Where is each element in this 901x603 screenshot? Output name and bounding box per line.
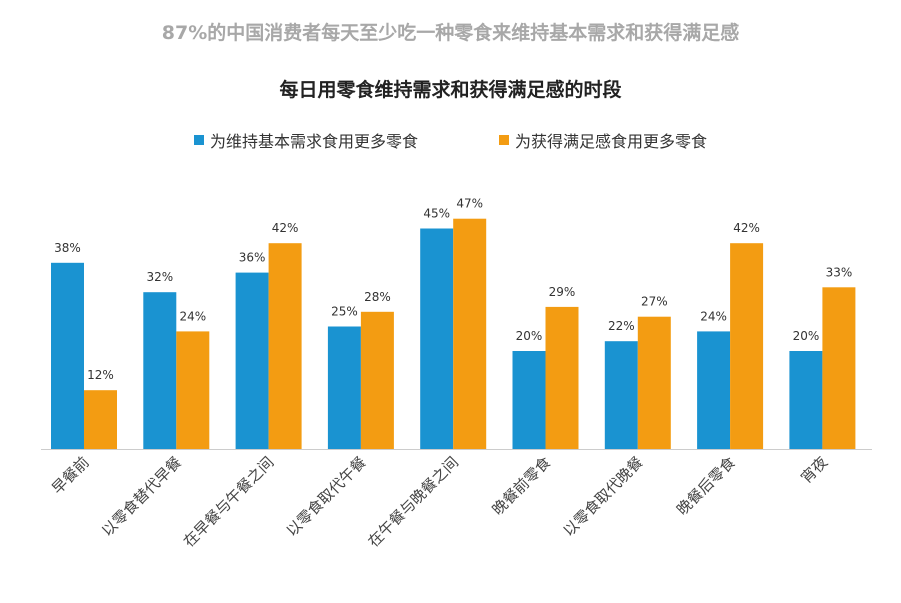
data-label-basic-needs-2: 36% [239, 251, 266, 265]
bar-satisfaction-6 [637, 316, 671, 449]
category-label-6: 以零食取代晚餐 [560, 453, 647, 540]
bar-basic-needs-8 [789, 351, 823, 449]
data-label-basic-needs-7: 24% [700, 309, 727, 323]
bar-basic-needs-3 [327, 326, 361, 449]
bar-basic-needs-2 [235, 272, 269, 449]
bar-satisfaction-7 [730, 243, 764, 449]
data-label-basic-needs-8: 20% [793, 329, 820, 343]
data-label-basic-needs-1: 32% [146, 270, 173, 284]
data-label-satisfaction-4: 47% [456, 197, 483, 211]
legend-item-satisfaction: 为获得满足感食用更多零食 [499, 128, 707, 152]
bar-basic-needs-6 [604, 341, 638, 449]
data-label-satisfaction-0: 12% [87, 368, 114, 382]
category-label-5: 晚餐前零食 [489, 453, 555, 519]
category-label-7: 晚餐后零食 [673, 453, 739, 519]
legend-label-basic-needs: 为维持基本需求食用更多零食 [209, 132, 418, 151]
legend-swatch-orange [499, 135, 510, 145]
bar-satisfaction-1 [176, 331, 210, 449]
bar-basic-needs-7 [697, 331, 731, 449]
data-label-basic-needs-4: 45% [423, 207, 450, 221]
bar-satisfaction-2 [268, 243, 302, 449]
bar-satisfaction-4 [453, 218, 487, 449]
data-label-satisfaction-1: 24% [179, 309, 206, 323]
chart-title: 每日用零食维持需求和获得满足感的时段 [279, 79, 622, 101]
data-label-basic-needs-5: 20% [516, 329, 543, 343]
legend: 为维持基本需求食用更多零食 为获得满足感食用更多零食 [0, 128, 901, 152]
legend-swatch-blue [193, 135, 204, 145]
bar-satisfaction-5 [545, 306, 579, 449]
data-label-basic-needs-6: 22% [608, 319, 635, 333]
bar-basic-needs-5 [512, 351, 546, 449]
category-label-2: 在早餐与午餐之间 [180, 453, 278, 551]
bar-satisfaction-0 [84, 390, 117, 449]
data-label-satisfaction-7: 42% [733, 221, 760, 235]
category-label-1: 以零食替代早餐 [98, 453, 185, 540]
legend-label-satisfaction: 为获得满足感食用更多零食 [515, 132, 708, 151]
bar-satisfaction-3 [360, 311, 394, 449]
bar-basic-needs-4 [420, 228, 454, 449]
category-label-3: 以零食取代午餐 [283, 453, 370, 540]
bar-basic-needs-0 [51, 262, 84, 449]
headline: 87%的中国消费者每天至少吃一种零食来维持基本需求和获得满足感 [161, 22, 740, 44]
data-label-satisfaction-6: 27% [641, 295, 668, 309]
category-label-8: 宵夜 [797, 453, 831, 487]
bar-basic-needs-1 [143, 292, 177, 449]
data-label-basic-needs-3: 25% [331, 305, 358, 319]
data-label-satisfaction-5: 29% [549, 285, 576, 299]
data-label-satisfaction-3: 28% [364, 290, 391, 304]
bar-satisfaction-8 [822, 287, 856, 449]
data-label-satisfaction-8: 33% [826, 265, 853, 279]
legend-item-basic-needs: 为维持基本需求食用更多零食 [193, 128, 418, 152]
data-label-satisfaction-2: 42% [272, 221, 299, 235]
data-label-basic-needs-0: 38% [54, 241, 81, 255]
category-label-0: 早餐前 [48, 453, 93, 498]
category-label-4: 在午餐与晚餐之间 [364, 453, 462, 551]
